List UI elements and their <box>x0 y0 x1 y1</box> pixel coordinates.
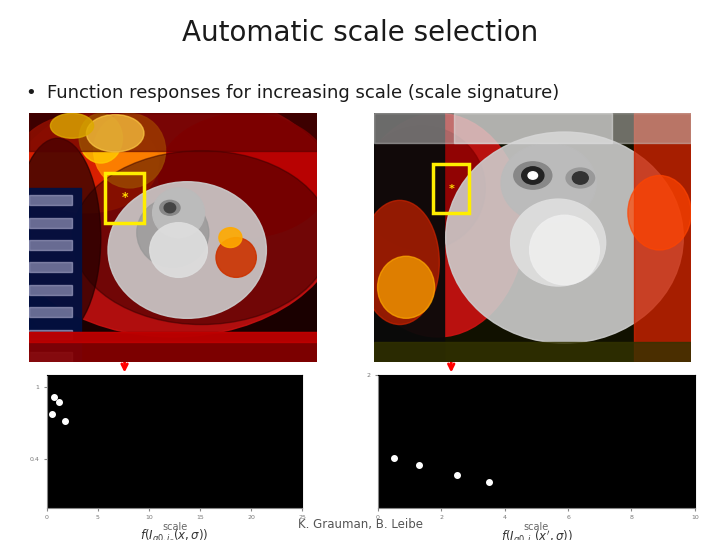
Ellipse shape <box>446 132 683 343</box>
Ellipse shape <box>216 238 256 278</box>
Ellipse shape <box>510 199 606 286</box>
Ellipse shape <box>137 198 209 267</box>
Ellipse shape <box>359 126 485 250</box>
X-axis label: scale: scale <box>523 522 549 531</box>
X-axis label: scale: scale <box>162 522 187 531</box>
Text: Function responses for increasing scale (scale signature): Function responses for increasing scale … <box>47 84 559 102</box>
Bar <box>29 352 72 362</box>
Bar <box>29 188 81 362</box>
Bar <box>29 218 72 228</box>
Text: $f(I_{g0,i_n}(x,\sigma))$: $f(I_{g0,i_n}(x,\sigma))$ <box>140 528 209 540</box>
Ellipse shape <box>94 113 166 188</box>
Bar <box>29 329 72 340</box>
Ellipse shape <box>79 113 122 163</box>
Ellipse shape <box>164 203 176 213</box>
Bar <box>374 113 444 362</box>
Bar <box>105 173 144 222</box>
Bar <box>29 285 72 295</box>
Text: Automatic scale selection: Automatic scale selection <box>182 19 538 47</box>
Bar <box>374 342 691 362</box>
Ellipse shape <box>72 151 331 325</box>
Text: *: * <box>121 191 128 204</box>
Ellipse shape <box>158 113 331 238</box>
Bar <box>29 332 317 362</box>
Ellipse shape <box>566 168 595 188</box>
Ellipse shape <box>377 256 435 318</box>
Ellipse shape <box>628 176 691 250</box>
Ellipse shape <box>160 200 180 215</box>
Bar <box>374 113 691 143</box>
Ellipse shape <box>14 138 101 337</box>
Ellipse shape <box>0 89 346 337</box>
Ellipse shape <box>219 228 242 247</box>
Text: *: * <box>449 184 454 193</box>
Bar <box>433 164 469 213</box>
Ellipse shape <box>50 113 94 138</box>
Ellipse shape <box>86 114 144 152</box>
Ellipse shape <box>514 162 552 189</box>
Bar <box>454 113 612 143</box>
Ellipse shape <box>522 167 544 184</box>
Ellipse shape <box>150 222 207 278</box>
Bar <box>29 113 317 151</box>
Text: $f(I_{g0,i_n}(x',\sigma))$: $f(I_{g0,i_n}(x',\sigma))$ <box>500 528 572 540</box>
Text: K. Grauman, B. Leibe: K. Grauman, B. Leibe <box>297 518 423 531</box>
Ellipse shape <box>153 188 204 238</box>
Ellipse shape <box>501 143 596 222</box>
Ellipse shape <box>14 113 158 213</box>
Ellipse shape <box>351 113 525 337</box>
Bar <box>29 332 317 342</box>
Ellipse shape <box>572 172 588 184</box>
Ellipse shape <box>530 215 599 285</box>
Bar <box>29 195 72 205</box>
Text: •: • <box>25 84 36 102</box>
Bar <box>29 307 72 317</box>
Bar <box>634 113 691 362</box>
Ellipse shape <box>108 181 266 318</box>
Bar <box>29 240 72 250</box>
Ellipse shape <box>360 200 439 325</box>
Ellipse shape <box>528 172 538 179</box>
Bar <box>29 262 72 272</box>
